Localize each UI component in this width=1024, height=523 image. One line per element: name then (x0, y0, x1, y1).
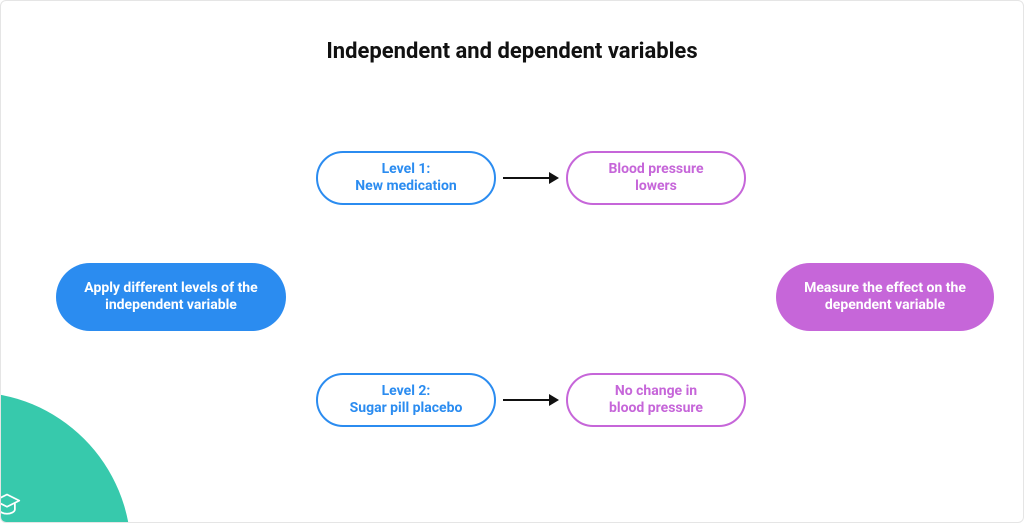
node-level2-line2: Sugar pill placebo (350, 400, 463, 416)
node-dependent-line1: Measure the effect on the (804, 280, 966, 296)
edge-level2-result2-head (549, 394, 559, 406)
edge-level1-result1-line (503, 177, 549, 179)
edge-level1-result1-head (549, 172, 559, 184)
node-independent-line1: Apply different levels of the (84, 280, 257, 296)
node-level2-line1: Level 2: (382, 383, 431, 399)
node-level2: Level 2: Sugar pill placebo (316, 373, 496, 427)
node-level1-line1: Level 1: (382, 161, 431, 177)
edge-level2-result2-line (503, 399, 549, 401)
graduation-cap-icon (0, 491, 21, 519)
node-result1-line1: Blood pressure (608, 161, 703, 177)
brand-logo: Scribbr (0, 491, 113, 523)
brand-badge: Scribbr (0, 392, 131, 523)
node-independent-line2: independent variable (105, 297, 237, 313)
node-dependent-line2: dependent variable (825, 297, 945, 313)
diagram-canvas: { "diagram": { "type": "flowchart", "tit… (0, 0, 1024, 523)
diagram-title: Independent and dependent variables (1, 39, 1023, 64)
node-result2-line1: No change in (615, 383, 697, 399)
node-dependent: Measure the effect on the dependent vari… (776, 263, 994, 331)
node-level1: Level 1: New medication (316, 151, 496, 205)
node-result1-line2: lowers (635, 178, 677, 194)
node-result2-line2: blood pressure (609, 400, 703, 416)
node-result1: Blood pressure lowers (566, 151, 746, 205)
node-result2: No change in blood pressure (566, 373, 746, 427)
node-level1-line2: New medication (355, 178, 456, 194)
node-independent: Apply different levels of the independen… (56, 263, 286, 331)
